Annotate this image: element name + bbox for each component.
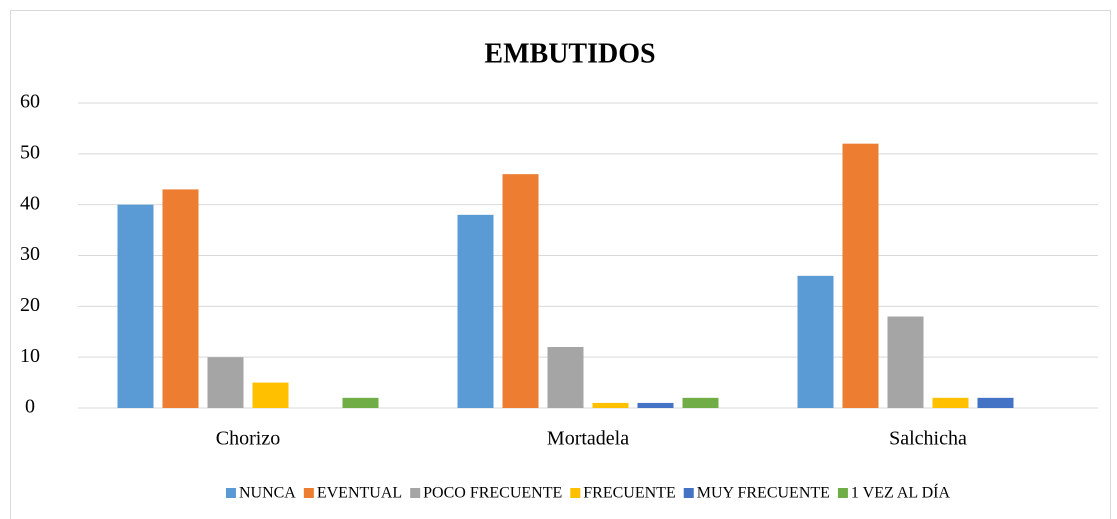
legend-swatch [837, 488, 848, 498]
y-tick-label: 30 [20, 243, 40, 265]
bar [117, 204, 154, 408]
bar [932, 397, 969, 408]
bar [682, 397, 719, 408]
bar [207, 357, 244, 408]
legend-label: NUNCA [239, 485, 296, 502]
bar [977, 397, 1014, 408]
legend-label: FRECUENTE [583, 485, 675, 502]
bar [342, 397, 379, 408]
legend-label: MUY FRECUENTE [697, 485, 830, 502]
legend-label: POCO FRECUENTE [423, 485, 562, 502]
y-tick-label: 50 [20, 141, 40, 163]
x-tick-label: Mortadela [547, 428, 629, 450]
bar [547, 347, 584, 408]
y-tick-label: 60 [20, 91, 40, 113]
bar [502, 174, 539, 408]
bar [457, 214, 494, 408]
bar [162, 189, 199, 408]
bar [637, 402, 674, 408]
chart-title: EMBUTIDOS [484, 38, 655, 69]
legend-swatch [303, 488, 314, 498]
legend-swatch [225, 488, 236, 498]
y-tick-label: 40 [20, 192, 40, 214]
legend-swatch [410, 488, 421, 498]
x-tick-label: Salchicha [889, 428, 967, 450]
bar [842, 143, 879, 408]
y-tick-label: 10 [20, 345, 40, 367]
bar [592, 402, 629, 408]
legend-label: 1 VEZ AL DÍA [851, 483, 951, 502]
legend-label: EVENTUAL [317, 485, 402, 502]
legend-swatch [570, 488, 581, 498]
bar [887, 316, 924, 408]
x-tick-label: Chorizo [216, 428, 280, 450]
y-tick-label: 0 [25, 396, 35, 418]
y-tick-label: 20 [20, 294, 40, 316]
legend-swatch [683, 488, 694, 498]
bar [252, 382, 289, 408]
bar [797, 275, 834, 408]
